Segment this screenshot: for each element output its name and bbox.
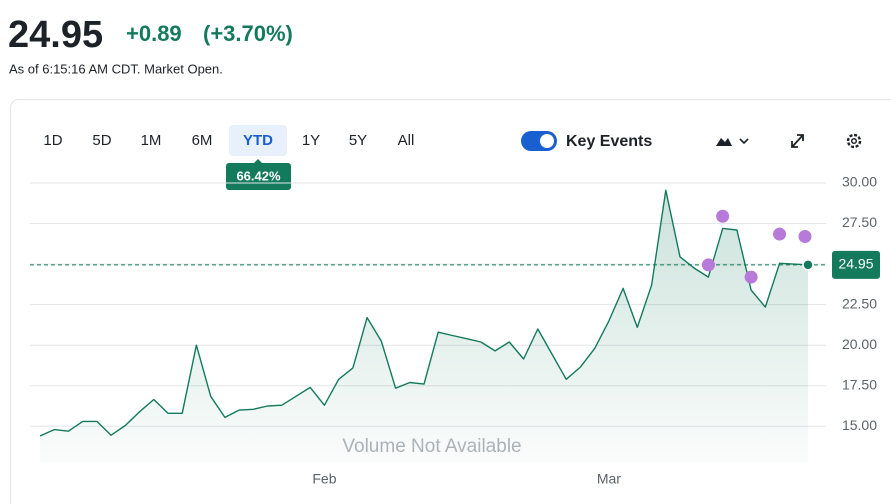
y-tick-label: 17.50 bbox=[842, 376, 877, 392]
key-event[interactable] bbox=[744, 270, 758, 284]
y-tick-label: 15.00 bbox=[842, 417, 877, 433]
chart-type-icon[interactable] bbox=[716, 138, 732, 146]
badge-pointer bbox=[253, 159, 263, 164]
settings-icon[interactable] bbox=[846, 133, 862, 149]
price-line bbox=[39, 189, 809, 437]
settings-icon-center bbox=[850, 137, 858, 145]
chart-type-caret bbox=[739, 138, 749, 145]
range-tab[interactable]: YTD bbox=[243, 132, 273, 149]
expand-icon[interactable] bbox=[791, 134, 804, 148]
y-tick-label: 22.50 bbox=[842, 295, 877, 311]
range-tab[interactable]: 6M bbox=[192, 132, 213, 149]
key-event[interactable] bbox=[773, 227, 787, 241]
range-tab[interactable]: 1Y bbox=[302, 132, 320, 149]
range-change: 66.42% bbox=[236, 168, 281, 183]
y-tick-label: 30.00 bbox=[842, 174, 877, 190]
price: 24.95 bbox=[8, 14, 103, 56]
y-tick-label: 27.50 bbox=[842, 214, 877, 230]
last-point bbox=[802, 259, 814, 271]
key-events-label[interactable]: Key Events bbox=[566, 133, 652, 150]
reference-tag bbox=[832, 250, 880, 279]
change-percent: (+3.70%) bbox=[203, 21, 293, 46]
range-tab[interactable]: 1M bbox=[141, 132, 162, 149]
range-tab[interactable]: 5Y bbox=[349, 132, 367, 149]
reference-label: 24.95 bbox=[838, 256, 873, 272]
key-event[interactable] bbox=[701, 258, 715, 272]
area bbox=[40, 190, 808, 463]
toggle-knob bbox=[540, 134, 554, 148]
y-tick-label: 20.00 bbox=[842, 336, 877, 352]
as-of: As of 6:15:16 AM CDT. Market Open. bbox=[9, 61, 223, 76]
x-tick-label: Feb bbox=[312, 471, 336, 487]
range-tab[interactable]: All bbox=[398, 132, 415, 149]
change: +0.89 bbox=[126, 21, 182, 46]
range-tab[interactable]: 5D bbox=[92, 132, 111, 149]
range-tab-selected[interactable] bbox=[229, 125, 287, 156]
x-tick-label: Mar bbox=[597, 471, 621, 487]
key-event[interactable] bbox=[716, 209, 730, 223]
key-event[interactable] bbox=[798, 230, 812, 244]
range-tab[interactable]: 1D bbox=[43, 132, 62, 149]
